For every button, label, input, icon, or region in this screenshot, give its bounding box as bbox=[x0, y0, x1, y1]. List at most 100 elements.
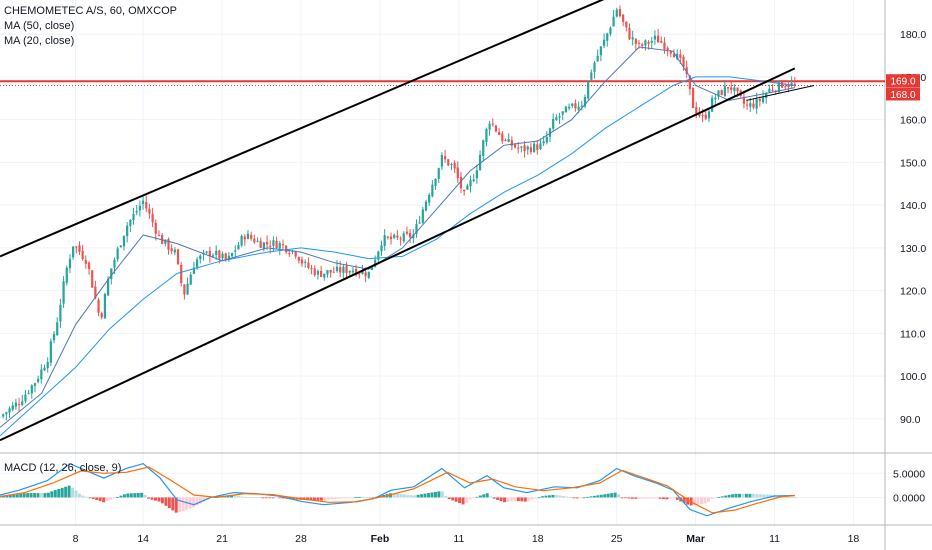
macd-histogram-bar bbox=[371, 497, 375, 499]
trend-channel[interactable] bbox=[0, 0, 815, 442]
candle-body bbox=[307, 262, 310, 268]
macd-histogram-bar bbox=[478, 495, 482, 498]
time-axis[interactable]: 8 14 21 28 Feb 11 18 25 Mar 11 18 bbox=[73, 533, 860, 545]
candle-body bbox=[768, 88, 771, 93]
macd-histogram-bar bbox=[444, 496, 448, 498]
macd-histogram-bar bbox=[503, 497, 506, 503]
candle-body bbox=[606, 33, 609, 41]
macd-histogram-bar bbox=[741, 493, 745, 498]
macd-histogram-bar bbox=[776, 495, 779, 498]
macd-histogram-bar bbox=[198, 497, 202, 504]
candle-body bbox=[40, 369, 43, 380]
candle-body bbox=[183, 284, 186, 295]
macd-histogram-bar bbox=[665, 497, 669, 500]
macd-histogram-bar bbox=[230, 495, 233, 498]
candle-body bbox=[672, 54, 676, 58]
chart-title: CHEMOMETEC A/S, 60, OMXCOP bbox=[4, 5, 177, 17]
candle-body bbox=[91, 270, 94, 288]
price-axis[interactable]: 90.0 100.0 110.0 120.0 130.0 140.0 150.0 160.0 1… bbox=[900, 29, 926, 426]
candle-body bbox=[78, 245, 81, 252]
candle-body bbox=[447, 159, 450, 166]
candle-body bbox=[405, 231, 409, 234]
candle-body bbox=[345, 265, 348, 273]
macd-histogram-bar bbox=[399, 494, 403, 498]
candle-body bbox=[761, 96, 765, 103]
candle-body bbox=[81, 250, 84, 259]
legend-ma50[interactable]: MA (50, close) bbox=[4, 20, 74, 32]
candle-body bbox=[380, 245, 383, 252]
candle-body bbox=[24, 394, 27, 402]
macd-histogram-bar bbox=[357, 497, 361, 498]
channel-upper-line[interactable] bbox=[0, 0, 682, 258]
candle-body bbox=[84, 260, 87, 264]
macd-histogram-bar bbox=[465, 497, 468, 503]
macd-histogram-bar bbox=[395, 493, 399, 498]
macd-histogram-bar bbox=[613, 492, 617, 498]
candle-body bbox=[466, 185, 469, 190]
candle-body bbox=[103, 293, 107, 319]
macd-histogram-bar bbox=[36, 493, 40, 498]
candle-body bbox=[459, 176, 463, 189]
macd-histogram-bar bbox=[575, 497, 579, 499]
candle-body bbox=[701, 115, 704, 117]
candle-body bbox=[300, 259, 304, 264]
candle-body bbox=[272, 240, 275, 246]
candle-body bbox=[793, 83, 796, 85]
macd-histogram-bar bbox=[738, 493, 741, 498]
macd-histogram-bar bbox=[254, 497, 258, 498]
candle-body bbox=[609, 27, 612, 34]
candle-body bbox=[354, 269, 358, 275]
candle-body bbox=[583, 97, 587, 107]
candle-body bbox=[259, 240, 262, 248]
candle-body bbox=[615, 9, 618, 17]
support-trend-line[interactable] bbox=[746, 84, 815, 101]
macd-legend[interactable]: MACD (12, 26, close, 9) bbox=[4, 462, 121, 474]
candle-body bbox=[539, 143, 542, 150]
macd-histogram-bar bbox=[122, 494, 126, 498]
candle-body bbox=[348, 270, 351, 273]
candle-body bbox=[418, 222, 421, 224]
candle-body bbox=[157, 234, 161, 236]
macd-histogram-bar bbox=[5, 495, 9, 498]
macd-histogram-bar bbox=[565, 496, 569, 498]
macd-histogram-bar bbox=[413, 495, 417, 498]
macd-histogram-bar bbox=[537, 497, 541, 499]
macd-histogram-bar bbox=[485, 493, 489, 498]
candle-body bbox=[787, 85, 790, 88]
macd-histogram-bar bbox=[105, 497, 109, 501]
macd-histogram-bar bbox=[333, 497, 337, 499]
candle-body bbox=[469, 180, 472, 187]
candle-body bbox=[27, 392, 30, 394]
candle-body bbox=[389, 236, 393, 240]
time-tick-label: 25 bbox=[611, 533, 623, 545]
macd-histogram-bar bbox=[603, 494, 607, 498]
macd-histogram-bar bbox=[461, 497, 465, 505]
last-price-tag-bg bbox=[886, 87, 920, 101]
candle-body bbox=[501, 133, 504, 142]
candle-body bbox=[94, 286, 97, 299]
candle-body bbox=[275, 240, 278, 249]
candle-body bbox=[148, 208, 151, 214]
price-tick-label: 90.0 bbox=[900, 414, 921, 426]
candle-body bbox=[555, 117, 558, 120]
macd-histogram-bar bbox=[599, 494, 603, 498]
candle-body bbox=[752, 103, 755, 108]
macd-histogram-bar bbox=[312, 497, 316, 501]
candle-body bbox=[218, 250, 221, 259]
candle-body bbox=[199, 255, 202, 260]
macd-histogram-bar bbox=[344, 497, 348, 499]
candle-body bbox=[536, 144, 539, 150]
candle-body bbox=[660, 41, 663, 43]
channel-lower-line[interactable] bbox=[0, 67, 796, 442]
candle-body bbox=[211, 255, 215, 257]
macd-histogram-bar bbox=[192, 497, 195, 508]
macd-histogram-bar bbox=[558, 495, 562, 498]
candle-body bbox=[637, 42, 641, 44]
candle-body bbox=[33, 383, 37, 386]
macd-histogram-bar bbox=[527, 497, 531, 501]
legend-ma20[interactable]: MA (20, close) bbox=[4, 35, 74, 47]
macd-histogram-bar bbox=[658, 497, 662, 499]
candle-body bbox=[8, 408, 11, 413]
macd-histogram-bar bbox=[554, 494, 558, 498]
